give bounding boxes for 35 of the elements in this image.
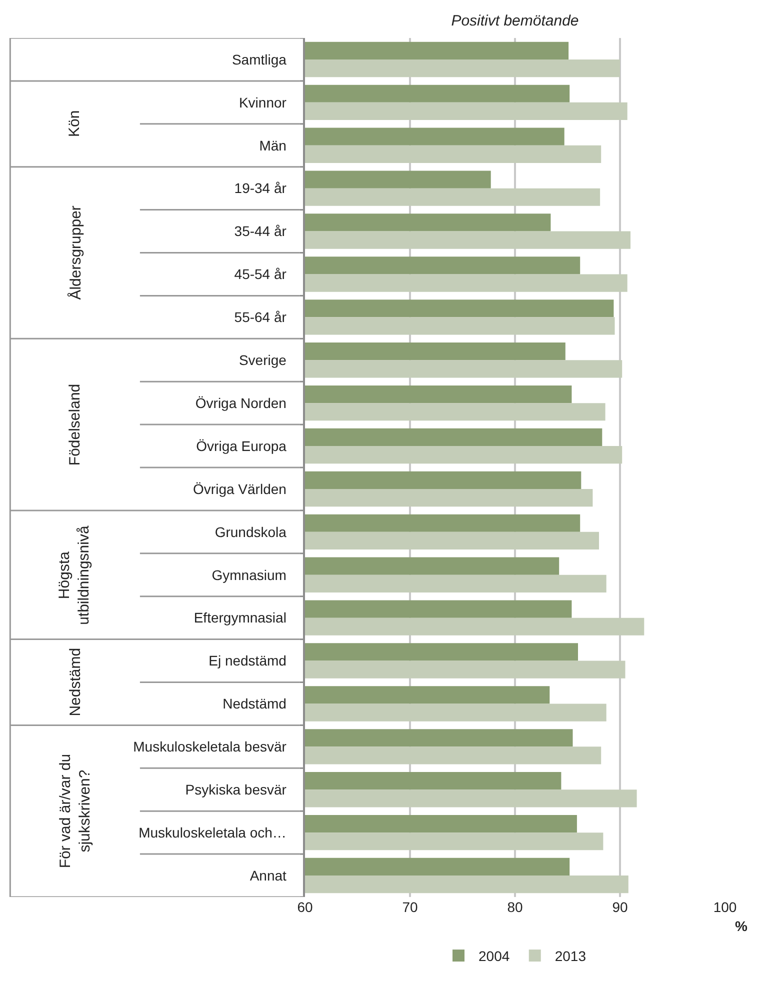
chart-title: Positivt bemötande [451,12,579,30]
y-tick-label: Samtliga [232,51,287,68]
x-tick-label: 80 [507,899,523,915]
y-tick-label: Nedstämd [222,696,286,712]
y-tick-label: Övriga Europa [196,438,287,454]
y-tick-label: Kvinnor [238,94,287,110]
y-tick-label: Eftergymnasial [194,610,286,626]
x-tick-label: 100 [713,899,737,915]
y-tick-label: Sverige [238,352,287,368]
y-tick-label: 19-34 år [234,180,287,196]
y-tick-label: Grundskola [214,524,287,540]
annotation: Högsta utbildningsnivå [56,525,93,625]
y-tick-label: Män [259,137,286,154]
annotation: Kön [66,110,84,137]
y-tick-label: Ej nedstämd [208,652,286,669]
annotation: För vad är/var du sjukskriven? [56,754,94,868]
x-tick-label: 90 [612,899,628,915]
annotation: Födelseland [66,384,84,466]
y-tick-label: Övriga Norden [195,394,286,411]
x-tick-label: 60 [297,899,313,915]
annotation: Nedstämd [66,648,84,716]
y-tick-label: Övriga Världen [193,480,286,497]
y-tick-label: Psykiska besvär [185,782,287,798]
x-axis-title: % [735,918,748,934]
annotation: Åldersgrupper [66,206,84,300]
y-tick-label: Muskuloskeletala besvär [133,738,287,755]
y-tick-label: Gymnasium [212,566,286,583]
legend-label: 2013 [554,948,586,964]
legend-label: 2004 [478,948,510,964]
x-tick-label: 70 [402,899,418,915]
y-tick-label: 35-44 år [234,223,287,240]
y-tick-label: Muskuloskeletala och… [138,824,286,840]
y-tick-label: 45-54 år [234,266,287,282]
y-tick-label: 55-64 år [234,309,287,326]
y-tick-label: Annat [250,867,287,884]
